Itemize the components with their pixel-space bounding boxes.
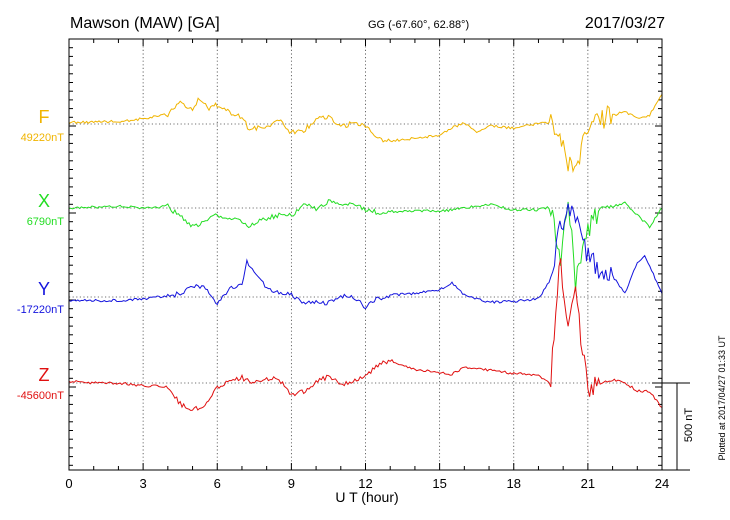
- x-tick-labels: 0 3 6 9 12 15 18 21 24: [65, 476, 669, 491]
- x-tick-label: 15: [432, 476, 446, 491]
- x-tick-label: 3: [140, 476, 147, 491]
- series-baseline-y: -17220nT: [17, 304, 64, 316]
- x-tick-label: 0: [65, 476, 72, 491]
- station-title: Mawson (MAW) [GA]: [70, 15, 220, 32]
- series-line-y: [69, 203, 662, 310]
- series-name-x: X: [38, 191, 50, 211]
- series-name-z: Z: [39, 365, 50, 385]
- axis-ticks: [68, 38, 663, 470]
- series-baseline-x: 6790nT: [27, 216, 65, 228]
- series-labels: F 49220nT X 6790nT Y -17220nT Z -45600nT: [17, 107, 64, 402]
- scale-bar: 500 nT: [652, 382, 695, 471]
- x-tick-label: 12: [358, 476, 372, 491]
- series-line-f: [69, 94, 662, 174]
- x-tick-label: 24: [655, 476, 669, 491]
- x-tick-label: 9: [288, 476, 295, 491]
- plot-area: [68, 38, 663, 471]
- series-lines: [69, 94, 662, 412]
- x-tick-label: 6: [214, 476, 221, 491]
- grid: [69, 39, 662, 470]
- plot-frame: [68, 38, 663, 471]
- plotted-note: Plotted at 2017/04/27 01:33 UT: [717, 335, 727, 461]
- x-axis-label: U T (hour): [335, 489, 398, 505]
- series-name-f: F: [39, 107, 50, 127]
- station-coords: GG (-67.60°, 62.88°): [368, 19, 469, 31]
- x-tick-label: 21: [581, 476, 595, 491]
- series-baseline-f: 49220nT: [21, 132, 65, 144]
- scale-bar-label: 500 nT: [683, 408, 695, 443]
- series-baseline-z: -45600nT: [17, 390, 64, 402]
- series-line-x: [69, 199, 662, 292]
- series-line-z: [69, 258, 662, 412]
- x-tick-label: 18: [507, 476, 521, 491]
- series-name-y: Y: [38, 279, 50, 299]
- date-label: 2017/03/27: [585, 15, 665, 32]
